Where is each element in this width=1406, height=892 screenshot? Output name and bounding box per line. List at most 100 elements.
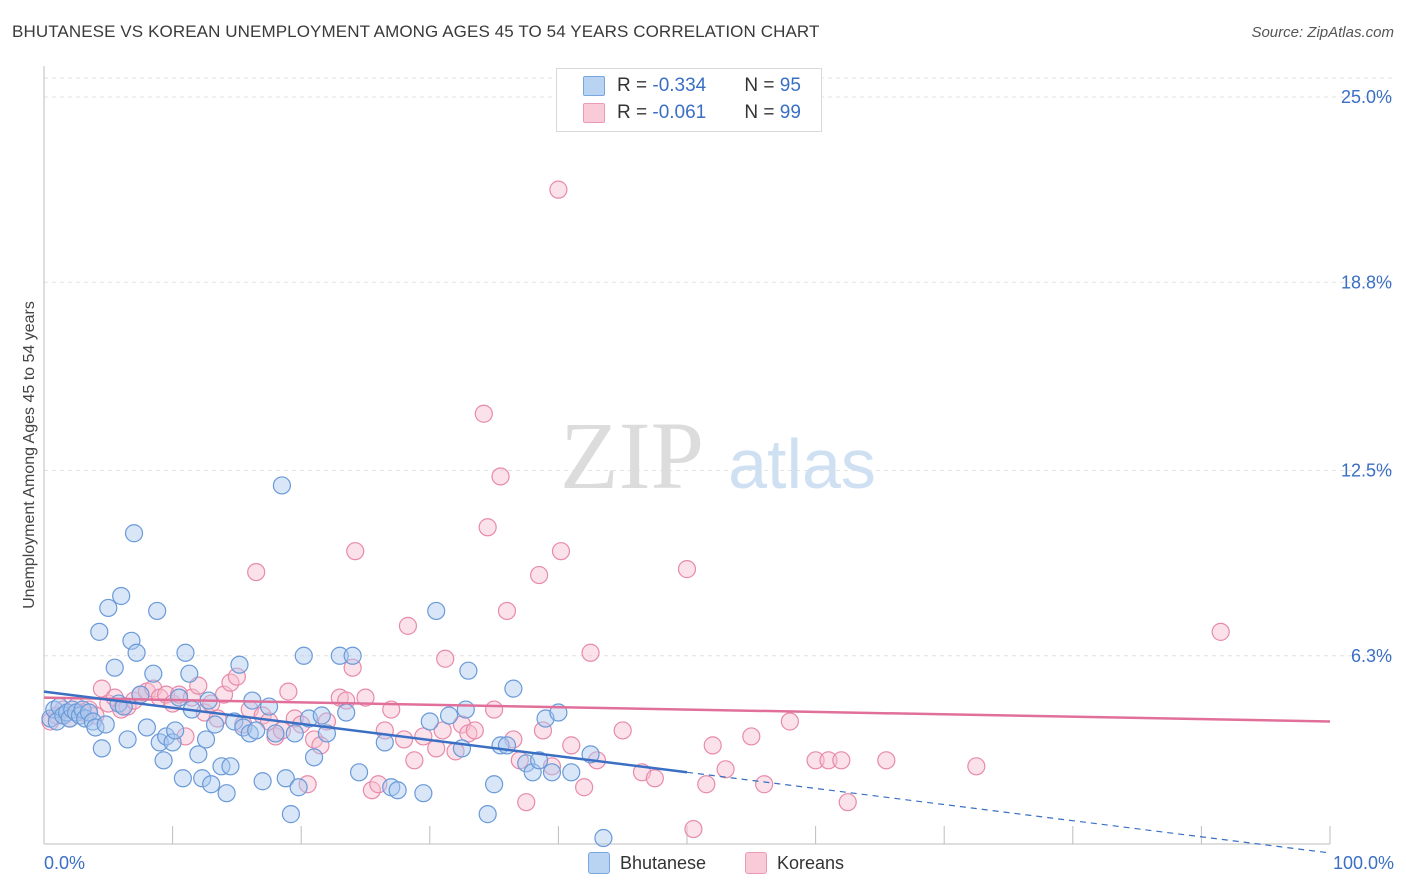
koreans-point (227, 667, 246, 686)
series-legend-bhutanese[interactable]: Bhutanese (588, 852, 706, 874)
bhutanese-point (478, 805, 497, 824)
koreans-point (474, 404, 493, 423)
koreans-point (398, 616, 418, 635)
bhutanese-point (124, 524, 144, 543)
koreans-point (703, 736, 722, 755)
koreans-point (517, 793, 536, 812)
bhutanese-point (272, 476, 292, 495)
bhutanese-point (420, 712, 439, 731)
bhutanese-point (90, 622, 109, 641)
koreans-point (478, 518, 497, 537)
trend-lines (43, 690, 1331, 854)
koreans-point (832, 751, 851, 770)
legend-r-label: R = (617, 102, 653, 123)
watermark: ZIP atlas (560, 402, 876, 509)
koreans-point (551, 542, 571, 561)
bhutanese-point (169, 688, 189, 707)
bhutanese-point (562, 763, 581, 782)
watermark-atlas: atlas (728, 425, 876, 503)
koreans-point (394, 730, 414, 749)
legend-swatch-bhutanese (583, 76, 605, 96)
bhutanese-point (349, 763, 369, 782)
bhutanese-point (439, 706, 459, 725)
y-tick-label: 18.8% (1341, 272, 1392, 292)
bhutanese-point (285, 724, 304, 743)
bhutanese-point (542, 763, 562, 782)
bhutanese-point (166, 721, 185, 740)
bhutanese-point (202, 775, 221, 794)
legend-row-koreans: R = -0.061 N = 99 (583, 100, 801, 126)
y-tick-labels: 6.3% 12.5% 18.8% 25.0% (1341, 87, 1392, 666)
koreans-point (716, 760, 735, 779)
bhutanese-point (230, 655, 249, 674)
series-swatch-koreans (745, 852, 767, 874)
series-swatch-bhutanese (588, 852, 610, 874)
y-tick-label: 12.5% (1341, 461, 1392, 481)
bhutanese-point (144, 664, 163, 683)
koreans-points (41, 180, 1230, 839)
bhutanese-point (485, 775, 504, 794)
bhutanese-point (180, 664, 199, 683)
koreans-point (346, 542, 365, 561)
legend-r-label: R = (617, 75, 653, 96)
bhutanese-point (304, 748, 324, 767)
y-tick-label: 6.3% (1351, 646, 1392, 666)
bhutanese-point (86, 718, 105, 737)
bhutanese-point (456, 700, 475, 719)
koreans-trend-line (43, 696, 1331, 723)
y-tick-label: 25.0% (1341, 87, 1392, 107)
series-label-bhutanese: Bhutanese (620, 852, 707, 873)
bhutanese-point (294, 646, 313, 665)
series-legend-koreans[interactable]: Koreans (745, 852, 844, 874)
legend-r-value: -0.061 (652, 102, 707, 123)
x-tick-min: 0.0% (44, 853, 86, 873)
legend-n-label: N = (744, 75, 780, 96)
bhutanese-point (99, 598, 118, 618)
bhutanese-point (388, 781, 407, 800)
bhutanese-point (427, 601, 446, 621)
axes (43, 66, 1331, 845)
legend-r-value: -0.334 (652, 75, 707, 96)
bhutanese-point (196, 730, 216, 749)
bhutanese-point (96, 715, 115, 734)
bhutanese-point (79, 703, 99, 722)
koreans-point (1211, 622, 1230, 641)
bhutanese-point (176, 643, 195, 662)
bhutanese-point (217, 784, 236, 803)
koreans-point (533, 721, 553, 740)
koreans-point (436, 649, 455, 668)
bhutanese-point (163, 733, 182, 752)
bhutanese-point (105, 658, 124, 677)
bhutanese-point (504, 679, 523, 698)
koreans-point (465, 721, 484, 740)
koreans-point (819, 751, 838, 770)
bhutanese-point (247, 721, 266, 740)
bhutanese-point (312, 706, 331, 725)
legend-swatch-koreans (583, 103, 605, 123)
bhutanese-point (317, 724, 337, 743)
bhutanese-point (221, 757, 240, 776)
koreans-point (575, 778, 594, 797)
bhutanese-point (154, 751, 173, 770)
bhutanese-point (594, 828, 613, 848)
bhutanese-point (253, 772, 272, 791)
legend-n-label: N = (744, 102, 780, 123)
bhutanese-points (41, 476, 613, 848)
koreans-point (677, 560, 697, 579)
legend-n-value: 95 (779, 75, 801, 96)
bhutanese-point (173, 769, 192, 788)
koreans-point (684, 819, 703, 839)
koreans-point (780, 712, 799, 731)
bhutanese-point (281, 805, 301, 824)
koreans-point (92, 679, 111, 698)
bhutanese-point (289, 778, 308, 797)
watermark-zip: ZIP (560, 402, 704, 509)
koreans-point (279, 682, 298, 701)
bhutanese-point (375, 733, 394, 752)
chart-title: BHUTANESE VS KOREAN UNEMPLOYMENT AMONG A… (12, 22, 820, 41)
koreans-point (549, 180, 568, 199)
source-credit: Source: ZipAtlas.com (1251, 24, 1394, 41)
bhutanese-trend-line (43, 690, 688, 774)
koreans-point (967, 757, 986, 776)
